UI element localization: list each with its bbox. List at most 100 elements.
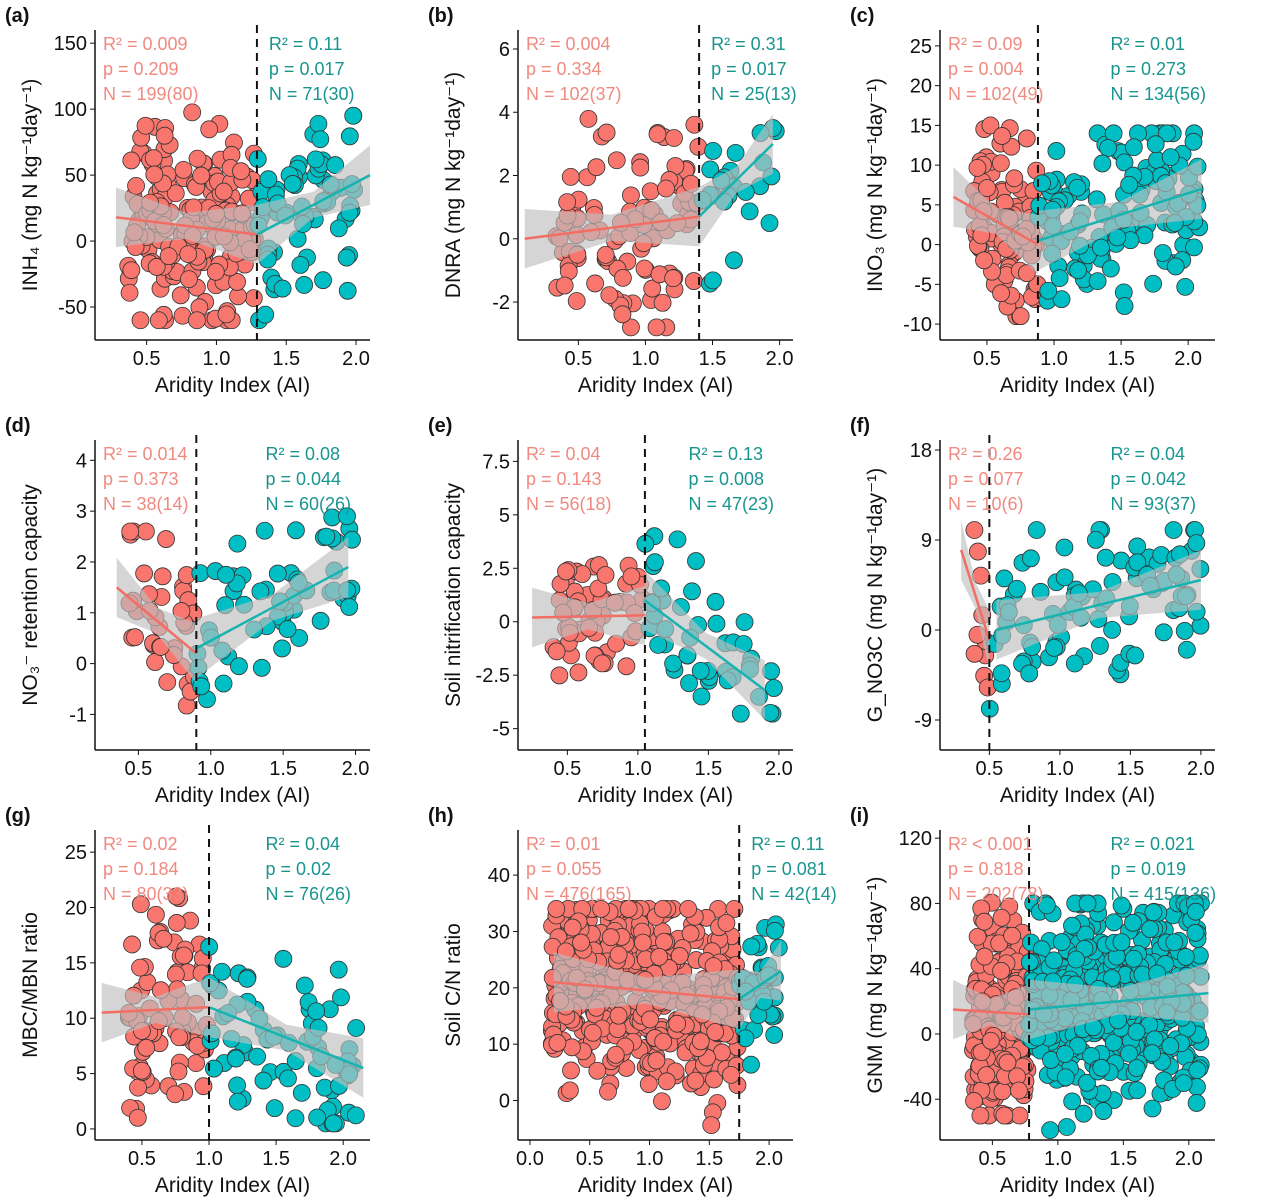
left-data-point — [166, 1085, 185, 1104]
y-tick-label: 0 — [499, 612, 510, 634]
x-tick-label: 2.0 — [1187, 758, 1215, 780]
left-data-point — [562, 1061, 580, 1080]
left-stat-r2: R² = 0.01 — [526, 834, 601, 854]
panel-a: (a) -50 0 50 100 150 0.5 1.0 1.5 2.0 Aridity Index… — [5, 5, 371, 397]
left-data-point — [691, 1032, 710, 1051]
right-data-point — [992, 664, 1011, 683]
left-data-point — [670, 947, 689, 965]
left-data-point — [126, 628, 144, 647]
right-data-point — [1143, 1099, 1162, 1118]
right-data-point — [1176, 277, 1195, 296]
right-data-point — [268, 564, 287, 583]
right-data-point — [726, 143, 745, 162]
right-data-point — [265, 1099, 284, 1118]
right-data-point — [1187, 1094, 1206, 1112]
right-data-point — [736, 1029, 755, 1048]
right-data-point — [1050, 269, 1069, 288]
right-stat-n: N = 134(56) — [1111, 84, 1207, 104]
left-data-point — [617, 657, 636, 676]
right-stat-p: p = 0.042 — [1111, 469, 1187, 489]
right-data-point — [205, 1059, 223, 1078]
right-data-point — [1176, 948, 1195, 966]
left-data-point — [547, 900, 566, 918]
right-data-point — [1096, 548, 1115, 567]
right-data-point — [1128, 553, 1147, 572]
left-fit-line — [101, 1005, 210, 1014]
left-data-point — [183, 103, 202, 122]
right-data-point — [1078, 1073, 1096, 1092]
y-tick-label: 6 — [499, 39, 510, 61]
left-data-point — [558, 193, 577, 212]
left-data-point — [633, 933, 652, 952]
y-axis-label: Soil C/N ratio — [442, 923, 465, 1047]
right-data-point — [292, 1083, 311, 1102]
left-data-point — [641, 182, 660, 201]
right-data-point — [1186, 902, 1205, 921]
y-tick-label: 80 — [910, 893, 932, 915]
left-data-point — [650, 947, 669, 966]
right-stat-n: N = 76(26) — [266, 884, 352, 904]
left-data-point — [167, 887, 186, 906]
left-data-point — [686, 1071, 705, 1090]
left-data-point — [200, 120, 219, 139]
left-data-point — [593, 654, 611, 673]
left-data-point — [647, 318, 666, 337]
right-data-point — [286, 1109, 305, 1128]
right-data-point — [307, 1002, 326, 1021]
right-data-point — [1091, 636, 1109, 655]
left-data-point — [557, 562, 575, 581]
y-tick-label: 40 — [910, 959, 932, 981]
left-data-point — [981, 116, 1000, 135]
right-data-point — [735, 613, 754, 632]
left-stat-p: p = 0.334 — [526, 59, 602, 79]
left-data-point — [550, 666, 569, 685]
right-data-point — [1104, 1033, 1123, 1052]
right-data-point — [1164, 521, 1183, 539]
y-tick-label: 20 — [65, 898, 87, 920]
left-stat-n: N = 476(165) — [526, 884, 632, 904]
right-fit-line — [698, 142, 774, 218]
x-tick-label: 0.5 — [973, 348, 1001, 370]
left-data-point — [706, 1023, 725, 1041]
left-data-point — [995, 1106, 1014, 1125]
left-data-point — [668, 1014, 687, 1033]
right-data-point — [338, 507, 356, 526]
right-stat-n: N = 71(30) — [269, 84, 355, 104]
y-tick-label: 7.5 — [482, 451, 510, 473]
right-data-point — [326, 156, 345, 174]
left-data-point — [609, 1006, 628, 1025]
right-fit-line — [195, 565, 349, 650]
right-data-point — [1068, 178, 1087, 197]
left-data-point — [131, 895, 150, 914]
x-tick-label: 2.0 — [329, 1148, 357, 1170]
right-data-point — [742, 937, 761, 956]
right-data-point — [340, 127, 359, 146]
left-data-point — [702, 1116, 721, 1134]
right-data-point — [273, 279, 292, 298]
right-stat-r2: R² = 0.11 — [269, 34, 342, 54]
left-stat-r2: R² = 0.009 — [103, 34, 188, 54]
panel-label: (f) — [850, 415, 870, 437]
left-data-point — [981, 1031, 1000, 1050]
right-data-point — [311, 611, 330, 630]
right-stat-n: N = 60(26) — [266, 494, 352, 514]
x-tick-label: 1.0 — [203, 348, 231, 370]
right-data-point — [347, 1019, 366, 1037]
right-fit-line — [208, 1005, 364, 1070]
left-data-point — [657, 1072, 676, 1091]
right-data-point — [213, 962, 231, 981]
right-data-point — [1165, 933, 1184, 952]
x-tick-label: 0.5 — [564, 348, 592, 370]
left-stat-p: p = 0.373 — [103, 469, 179, 489]
left-data-point — [1003, 926, 1021, 945]
left-data-point — [991, 154, 1010, 173]
left-data-point — [597, 123, 616, 142]
left-data-point — [214, 182, 233, 201]
right-data-point — [765, 1026, 784, 1044]
y-axis-label: INO₃ (mg N kg⁻¹day⁻¹) — [864, 78, 887, 292]
right-fit-line — [644, 599, 766, 692]
right-data-point — [1037, 896, 1056, 915]
left-data-point — [596, 245, 615, 264]
right-data-point — [1063, 916, 1081, 935]
